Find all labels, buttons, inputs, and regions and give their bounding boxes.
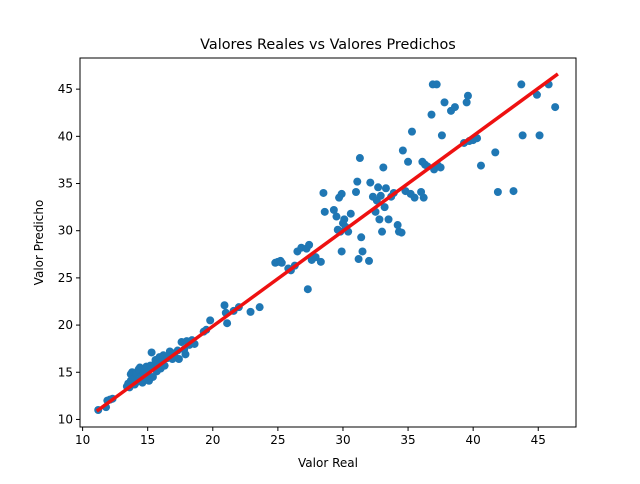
data-point-152 (551, 103, 560, 112)
data-point-147 (517, 80, 526, 89)
x-tick-label-15: 15 (140, 433, 155, 447)
y-tick-label-40: 40 (58, 129, 73, 143)
data-point-80 (329, 205, 338, 214)
fit-line (95, 72, 559, 413)
data-point-124 (419, 193, 428, 202)
data-point-29 (148, 372, 157, 381)
data-point-134 (440, 98, 449, 107)
data-point-145 (493, 188, 502, 197)
data-point-127 (427, 110, 436, 119)
y-axis-label: Valor Predicho (32, 200, 46, 286)
data-point-108 (380, 203, 389, 212)
y-tick-label-25: 25 (58, 271, 73, 285)
data-point-106 (378, 227, 387, 236)
data-point-57 (223, 319, 232, 328)
data-point-85 (337, 247, 346, 256)
data-point-130 (432, 80, 441, 89)
data-point-79 (320, 207, 329, 216)
data-point-136 (450, 103, 459, 112)
data-point-76 (311, 253, 320, 262)
data-point-150 (535, 131, 544, 140)
data-point-93 (353, 177, 362, 186)
x-tick-label-45: 45 (531, 433, 546, 447)
x-tick-label-10: 10 (75, 433, 90, 447)
data-point-94 (354, 255, 363, 264)
data-point-118 (404, 157, 413, 166)
data-point-121 (410, 193, 419, 202)
y-tick-label-20: 20 (58, 318, 73, 332)
x-tick-label-30: 30 (335, 433, 350, 447)
data-point-113 (393, 221, 402, 230)
data-point-97 (358, 247, 367, 256)
data-point-115 (397, 228, 406, 237)
data-point-148 (518, 131, 527, 140)
fit-line-layer (95, 72, 559, 413)
data-point-109 (381, 184, 390, 193)
y-tick-label-45: 45 (58, 82, 73, 96)
plot-frame (79, 57, 577, 428)
data-point-146 (509, 187, 518, 196)
data-point-48 (181, 350, 190, 359)
y-tick-label-10: 10 (58, 412, 73, 426)
data-point-132 (436, 163, 445, 172)
data-point-110 (384, 215, 393, 224)
data-point-104 (375, 215, 384, 224)
data-point-92 (351, 188, 360, 197)
data-point-138 (462, 98, 471, 107)
data-point-120 (407, 127, 416, 136)
data-point-62 (255, 303, 264, 312)
data-point-88 (340, 215, 349, 224)
data-point-55 (206, 316, 215, 325)
data-point-103 (374, 183, 383, 192)
data-point-86 (337, 189, 346, 198)
y-tick-label-15: 15 (58, 365, 73, 379)
data-point-95 (355, 154, 364, 163)
data-point-56 (220, 301, 229, 310)
x-tick-label-40: 40 (466, 433, 481, 447)
x-tick-label-20: 20 (205, 433, 220, 447)
data-point-77 (316, 257, 325, 266)
x-tick-label-35: 35 (400, 433, 415, 447)
data-point-28 (147, 348, 156, 357)
data-point-78 (319, 188, 328, 197)
data-point-107 (379, 163, 388, 172)
chart-title: Valores Reales vs Valores Predichos (200, 37, 456, 53)
data-point-105 (376, 191, 385, 200)
data-point-96 (357, 233, 366, 242)
data-point-144 (491, 148, 500, 157)
data-point-116 (398, 146, 407, 155)
data-point-91 (346, 209, 355, 218)
x-axis-ticks: 10 15 20 25 30 35 40 45 (75, 427, 546, 447)
data-point-98 (365, 256, 374, 265)
data-point-99 (366, 178, 375, 187)
data-point-73 (305, 240, 314, 249)
x-axis-label: Valor Real (298, 456, 358, 470)
data-point-61 (246, 307, 255, 316)
data-point-143 (476, 161, 485, 170)
x-tick-label-25: 25 (270, 433, 285, 447)
y-axis-ticks: 10 15 20 25 30 35 40 45 (58, 82, 80, 426)
data-point-45 (174, 355, 183, 364)
data-point-133 (437, 131, 446, 140)
data-point-66 (277, 258, 286, 267)
data-point-139 (463, 91, 472, 100)
data-point-81 (332, 212, 341, 221)
y-tick-label-30: 30 (58, 224, 73, 238)
data-point-74 (303, 285, 312, 294)
y-tick-label-35: 35 (58, 177, 73, 191)
